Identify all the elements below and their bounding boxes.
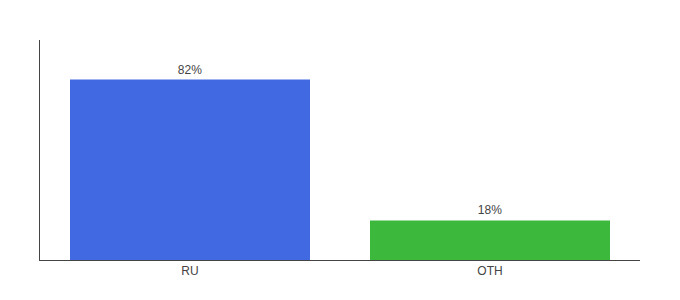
svg-text:OTH: OTH <box>477 264 502 278</box>
svg-text:18%: 18% <box>478 203 502 217</box>
svg-text:82%: 82% <box>178 63 202 77</box>
svg-text:RU: RU <box>181 264 198 278</box>
